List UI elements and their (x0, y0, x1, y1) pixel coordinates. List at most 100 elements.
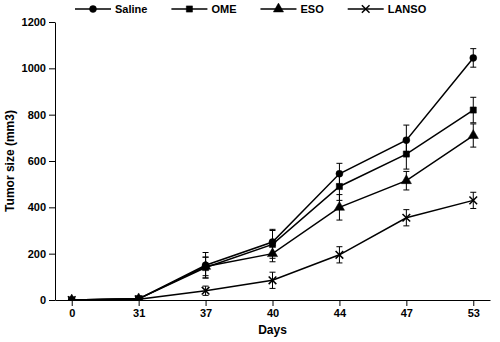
series-line (72, 110, 474, 300)
legend-item: Saline (75, 3, 147, 15)
x-tick: 47 (401, 300, 413, 319)
marker (401, 175, 411, 184)
y-axis-title: Tumor size (mm3) (3, 110, 17, 212)
x-tick-mark (72, 300, 73, 306)
legend-marker (273, 3, 283, 12)
error-bar (403, 139, 409, 169)
marker (135, 295, 143, 300)
error-bar (470, 97, 476, 122)
marker (470, 54, 477, 61)
legend: SalineOMEESOLANSO (75, 3, 427, 15)
error-bar-cap (203, 257, 209, 258)
y-axis: 0 200 400 600 800 1000 1200 (22, 16, 56, 306)
x-tick-mark (206, 300, 207, 306)
marker (403, 151, 409, 157)
x-tick-label: 40 (267, 307, 279, 319)
x-tick: 37 (200, 300, 212, 319)
error-bar-cap (336, 262, 342, 263)
error-bar-cap (336, 246, 342, 247)
x-tick-label: 47 (401, 307, 413, 319)
x-tick-mark (139, 300, 140, 306)
error-bar (403, 210, 409, 226)
x-tick-label: 0 (69, 307, 75, 319)
error-bar-cap (470, 208, 476, 209)
error-bar-cap (336, 194, 342, 195)
y-tick-label: 800 (28, 109, 46, 121)
marker (200, 261, 210, 270)
error-bar-cap (270, 272, 276, 273)
error-bar-cap (203, 295, 209, 296)
series-line (72, 200, 474, 300)
y-tick-label: 0 (40, 294, 46, 306)
y-tick-mark (49, 68, 55, 69)
error-bar-cap (403, 189, 409, 190)
series-line (72, 58, 474, 300)
x-axis-title: Days (258, 323, 287, 337)
x-tick-mark (339, 300, 340, 306)
error-bar-cap (403, 209, 409, 210)
marker (267, 248, 277, 257)
series-line (72, 136, 474, 300)
error-bar-cap (403, 171, 409, 172)
series (67, 124, 479, 300)
y-tick-mark (49, 161, 55, 162)
y-tick-mark (49, 254, 55, 255)
y-tick-label: 1000 (22, 62, 46, 74)
error-bar-cap (336, 163, 342, 164)
error-bar-cap (270, 229, 276, 230)
y-tick: 1000 (22, 62, 55, 74)
marker (470, 107, 476, 113)
x-tick: 31 (133, 300, 145, 319)
legend-label: ESO (300, 3, 324, 15)
error-bar (203, 286, 209, 295)
error-bar-cap (336, 220, 342, 221)
marker (336, 251, 344, 259)
y-tick-label: 600 (28, 155, 46, 167)
error-bar-cap (203, 252, 209, 253)
series (69, 97, 477, 300)
series (68, 49, 476, 300)
marker (202, 287, 210, 295)
marker (67, 294, 77, 300)
y-tick: 800 (28, 109, 55, 121)
error-bar-cap (470, 48, 476, 49)
error-bar-cap (270, 288, 276, 289)
x-tick-mark (406, 300, 407, 306)
x-tick: 0 (69, 300, 75, 319)
y-tick-label: 1200 (22, 16, 46, 28)
y-tick-mark (49, 207, 55, 208)
series (68, 192, 477, 300)
legend-marker (90, 6, 97, 13)
error-bar-cap (470, 97, 476, 98)
error-bar-cap (203, 257, 209, 258)
x-axis: 0313740444753 (56, 300, 491, 319)
error-bar (270, 272, 276, 288)
error-bar-cap (403, 169, 409, 170)
error-bar-cap (203, 277, 209, 278)
error-bar-cap (270, 230, 276, 231)
y-axis-line (55, 23, 56, 301)
marker (68, 296, 76, 300)
x-tick-label: 53 (468, 307, 480, 319)
error-bar-cap (470, 123, 476, 124)
y-tick: 200 (28, 248, 55, 260)
error-bar (470, 49, 476, 68)
y-tick: 600 (28, 155, 55, 167)
legend-marker (362, 5, 370, 13)
error-bar-cap (403, 125, 409, 126)
y-tick-label: 400 (28, 201, 46, 213)
legend-label: Saline (115, 3, 147, 15)
plot-area (67, 49, 479, 300)
error-bar-cap (336, 172, 342, 173)
marker (403, 214, 411, 222)
y-tick: 0 (40, 294, 55, 306)
legend-label: OME (211, 3, 236, 15)
y-tick-label: 200 (28, 248, 46, 260)
error-bar-cap (403, 225, 409, 226)
marker (269, 276, 277, 284)
y-tick-mark (49, 22, 55, 23)
error-bar-cap (470, 67, 476, 68)
x-tick-label: 37 (200, 307, 212, 319)
y-tick-mark (49, 300, 55, 301)
error-bar (470, 192, 476, 208)
